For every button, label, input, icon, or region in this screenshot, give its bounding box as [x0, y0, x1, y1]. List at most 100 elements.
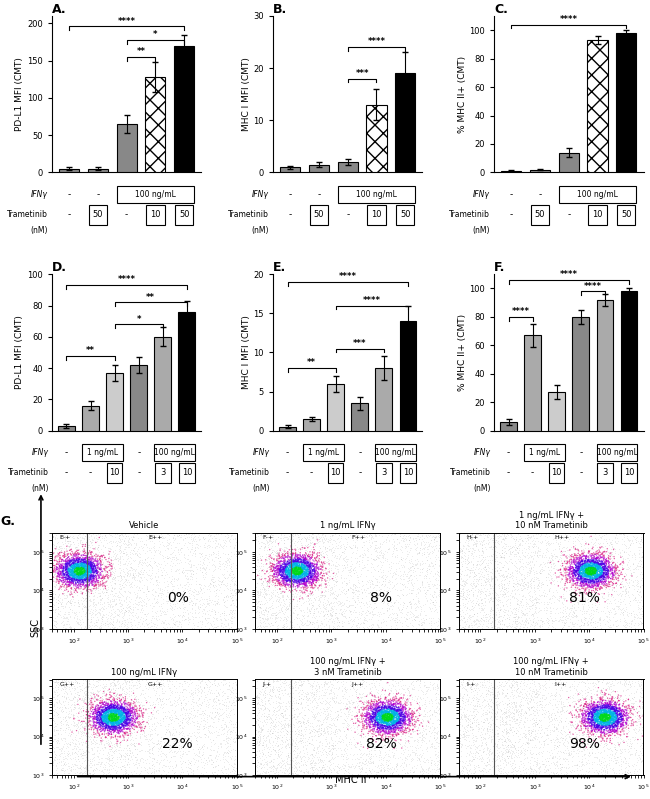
Point	[417, 619, 428, 632]
Point	[629, 741, 639, 754]
Point	[81, 527, 91, 540]
Point	[595, 571, 605, 584]
Point	[104, 549, 114, 562]
Point	[101, 703, 112, 716]
Point	[596, 725, 606, 737]
Point	[101, 712, 111, 725]
Point	[634, 544, 645, 557]
Point	[339, 702, 349, 715]
Point	[573, 576, 583, 589]
Point	[484, 565, 494, 578]
Point	[268, 726, 278, 739]
Point	[344, 574, 355, 586]
Point	[584, 740, 594, 753]
Point	[328, 619, 338, 632]
Point	[114, 615, 124, 628]
Point	[86, 730, 96, 743]
Point	[83, 734, 94, 747]
Point	[593, 562, 604, 574]
Point	[104, 702, 114, 714]
Point	[86, 752, 97, 765]
Point	[608, 683, 618, 696]
Text: ****: ****	[367, 38, 385, 46]
Point	[618, 619, 629, 632]
Point	[376, 761, 387, 773]
Point	[105, 729, 115, 742]
Point	[467, 563, 478, 576]
Point	[491, 598, 501, 611]
Point	[352, 678, 363, 691]
Point	[296, 532, 306, 545]
Point	[566, 745, 577, 757]
Point	[135, 606, 146, 618]
Point	[199, 738, 209, 751]
Point	[59, 581, 70, 594]
Point	[115, 729, 125, 742]
Point	[603, 559, 613, 571]
Point	[395, 528, 406, 541]
Point	[83, 559, 93, 571]
Point	[291, 582, 301, 594]
Point	[377, 719, 387, 732]
Point	[385, 707, 395, 720]
Point	[308, 559, 318, 572]
Point	[381, 706, 391, 718]
Point	[290, 584, 300, 597]
Point	[520, 712, 530, 725]
Point	[307, 754, 318, 767]
Point	[586, 550, 597, 562]
Point	[69, 712, 79, 725]
Point	[399, 704, 410, 717]
Point	[298, 674, 308, 687]
Point	[428, 532, 439, 545]
Point	[135, 612, 145, 625]
Point	[128, 568, 138, 581]
Point	[402, 714, 412, 726]
Point	[491, 592, 501, 605]
Point	[103, 710, 114, 722]
Point	[96, 758, 106, 771]
Point	[105, 711, 115, 724]
Point	[281, 561, 292, 574]
Point	[515, 698, 526, 711]
Point	[401, 722, 411, 735]
Point	[73, 559, 84, 571]
Text: F.: F.	[494, 261, 506, 274]
Point	[304, 597, 314, 610]
Point	[427, 531, 437, 544]
Point	[502, 706, 513, 718]
Point	[484, 533, 495, 546]
Point	[147, 741, 157, 754]
Point	[153, 589, 163, 602]
Point	[89, 562, 99, 575]
Point	[459, 710, 469, 722]
Point	[486, 718, 496, 731]
Point	[598, 604, 608, 617]
Point	[285, 729, 296, 741]
Point	[295, 590, 306, 602]
Point	[129, 750, 140, 763]
Point	[51, 550, 62, 562]
Point	[306, 687, 316, 700]
Point	[355, 695, 365, 708]
Point	[478, 622, 488, 635]
Point	[629, 686, 639, 699]
Point	[352, 682, 362, 695]
Point	[415, 703, 426, 716]
Point	[104, 742, 114, 755]
Point	[67, 747, 77, 760]
Point	[54, 554, 64, 566]
Point	[512, 614, 522, 627]
Point	[636, 535, 647, 548]
Point	[470, 740, 480, 753]
Point	[404, 611, 415, 624]
Point	[547, 613, 557, 626]
Point	[134, 567, 144, 580]
Point	[580, 560, 591, 573]
Point	[412, 697, 423, 710]
Point	[308, 610, 318, 623]
Point	[483, 732, 493, 745]
Point	[384, 714, 394, 726]
Point	[490, 552, 501, 565]
Point	[87, 729, 98, 741]
